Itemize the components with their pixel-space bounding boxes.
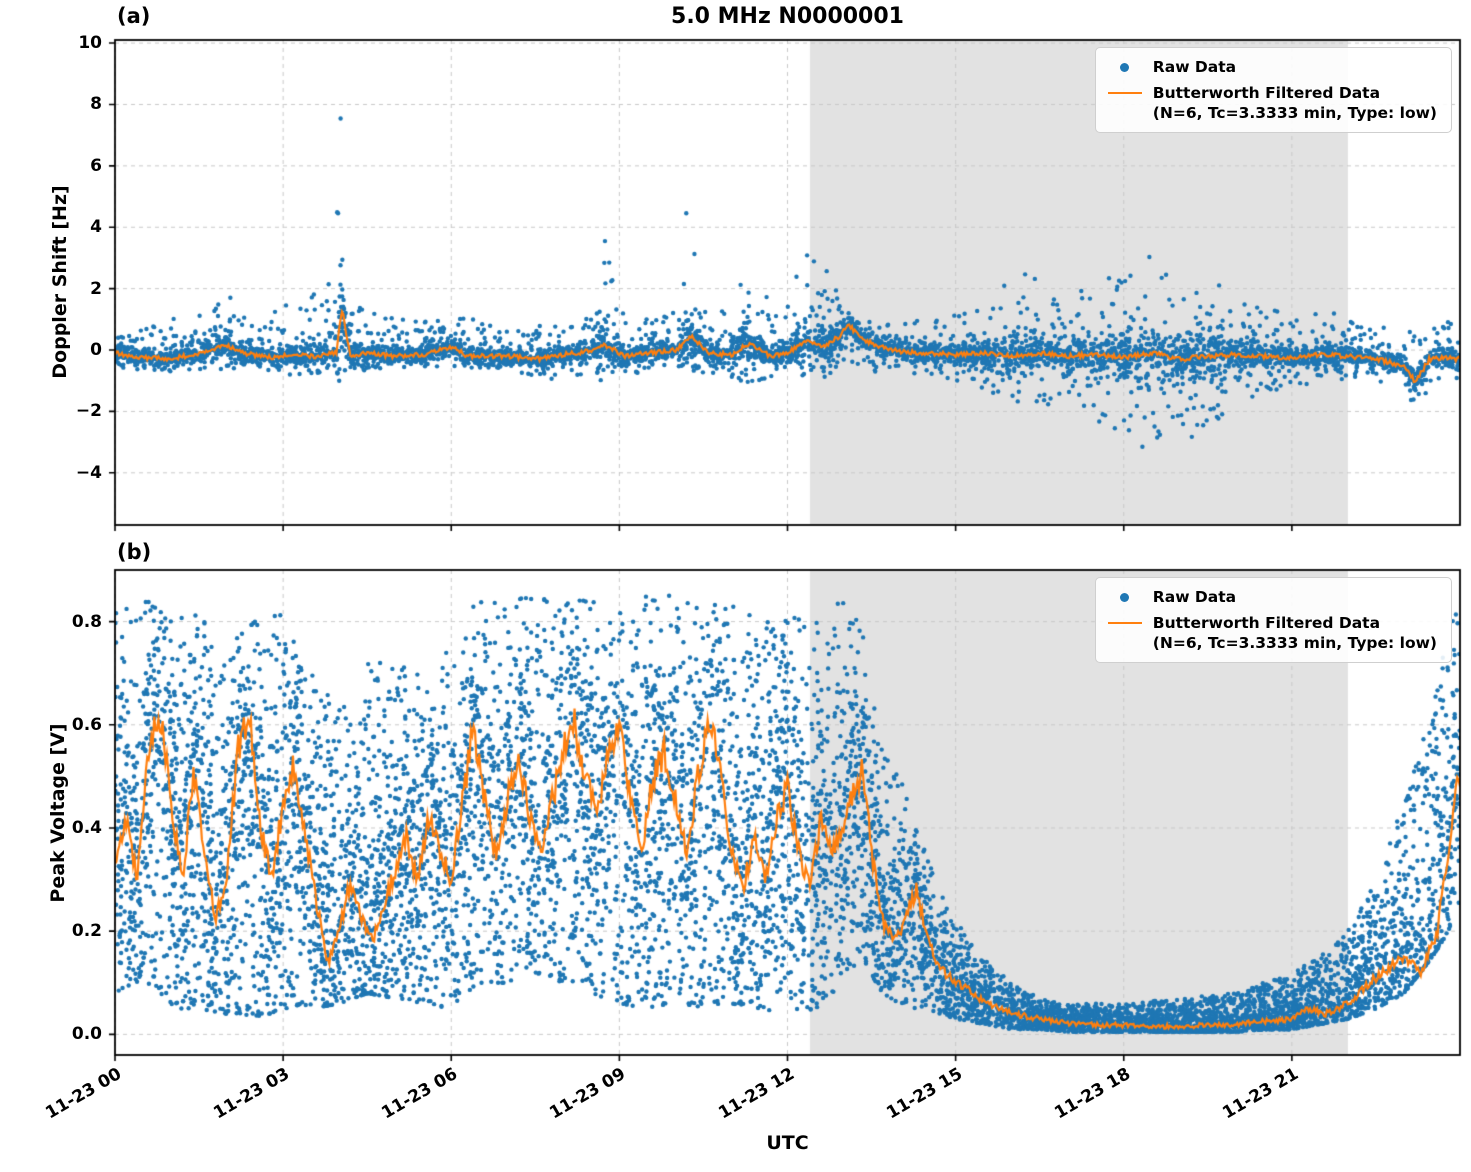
x-tick-label: 11-23 15 [882,1064,966,1124]
x-axis-label: UTC [766,1132,809,1154]
y-tick-label: 2 [90,278,102,299]
legend-filtered-label-line1: Butterworth Filtered Data [1152,84,1381,102]
x-tick-label: 11-23 09 [546,1064,630,1124]
legend-panel-b: Raw Data Butterworth Filtered Data (N=6,… [1094,577,1452,663]
y-tick-label: −4 [75,462,102,483]
y-axis-label-voltage: Peak Voltage [V] [47,723,69,903]
y-tick-label: 0 [90,340,102,361]
y-tick-label: 10 [78,33,102,54]
chart-title: 5.0 MHz N0000001 [671,4,904,29]
raw-data-dot-marker [1120,63,1130,72]
y-tick-label: 4 [90,217,102,238]
legend-raw-label: Raw Data [1152,588,1237,606]
legend-raw-row: Raw Data [1107,587,1437,607]
y-tick-label: −2 [75,401,102,422]
y-tick-label: 0.8 [71,611,102,632]
y-tick-label: 0.2 [71,921,102,942]
filtered-line-marker [1107,622,1142,624]
legend-raw-label: Raw Data [1152,58,1237,76]
x-tick-label: 11-23 03 [210,1064,294,1124]
legend-panel-a: Raw Data Butterworth Filtered Data (N=6,… [1094,47,1452,133]
legend-filtered-row: Butterworth Filtered Data (N=6, Tc=3.333… [1107,613,1437,653]
filtered-line-marker [1107,92,1142,94]
legend-raw-row: Raw Data [1107,57,1437,77]
y-tick-label: 0.4 [71,817,102,838]
legend-filtered-label-line2: (N=6, Tc=3.3333 min, Type: low) [1152,104,1437,122]
raw-data-dot-marker [1120,593,1130,602]
legend-filtered-label-line1: Butterworth Filtered Data [1152,614,1381,632]
y-tick-label: 6 [90,155,102,176]
panel-label-a: (a) [117,4,151,28]
legend-filtered-label-line2: (N=6, Tc=3.3333 min, Type: low) [1152,634,1437,652]
y-tick-label: 0.0 [71,1024,102,1045]
y-tick-label: 0.6 [71,714,102,735]
x-tick-label: 11-23 18 [1051,1064,1134,1124]
panel-label-b: (b) [117,540,152,564]
y-tick-label: 8 [90,94,102,115]
x-tick-label: 11-23 21 [1219,1064,1302,1124]
x-tick-label: 11-23 06 [378,1064,462,1124]
x-tick-label: 11-23 00 [42,1064,125,1124]
legend-filtered-row: Butterworth Filtered Data (N=6, Tc=3.333… [1107,83,1437,123]
x-tick-label: 11-23 12 [714,1064,798,1124]
